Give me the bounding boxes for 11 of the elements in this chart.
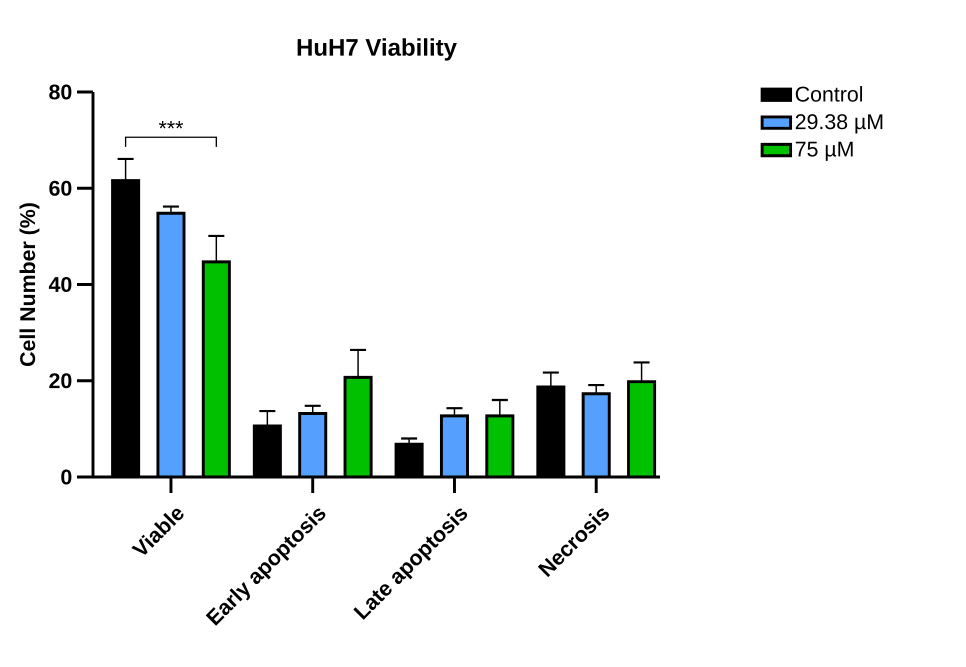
y-tick-label: 40	[48, 276, 72, 292]
y-tick-label: 20	[49, 373, 72, 388]
legend-label: 29.38 µM	[796, 114, 882, 134]
y-axis-title: Cell Number (%)	[20, 203, 40, 366]
y-tick-label: 0	[61, 469, 72, 485]
y-tick-label: 60	[49, 180, 72, 196]
annotation: ***	[158, 120, 184, 128]
chart-title: HuH7 Viability	[298, 38, 457, 61]
legend-label: 75 µM	[796, 142, 853, 161]
legend-label: Control	[796, 86, 862, 102]
y-tick-label: 80	[49, 84, 72, 100]
